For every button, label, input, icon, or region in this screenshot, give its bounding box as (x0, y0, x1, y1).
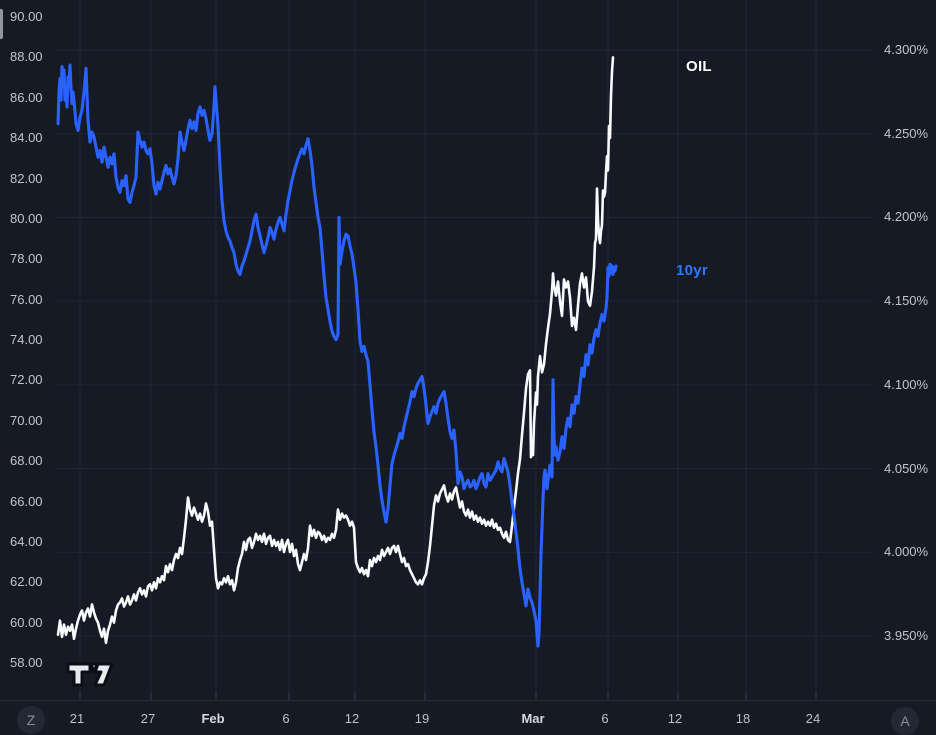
time-axis-ticks (79, 693, 817, 700)
right-axis-label: 4.000% (884, 544, 929, 560)
vertical-gridlines (79, 0, 817, 700)
time-axis-label-18: 18 (735, 711, 751, 726)
right-axis-label: 3.950% (884, 628, 929, 643)
right-axis-label: 4.050% (884, 460, 929, 476)
right-axis-label: 4.150% (884, 293, 929, 309)
series-line-oil[interactable] (56, 56, 615, 645)
tradingview-logo[interactable] (64, 658, 116, 690)
time-axis-label-24: 24 (805, 711, 821, 726)
right-axis-label: 4.200% (884, 209, 929, 225)
left-axis-label: 76.00 (10, 291, 43, 307)
left-axis-label: 86.00 (10, 89, 43, 105)
right-axis-label: 4.250% (884, 125, 929, 141)
left-axis-label: 62.00 (10, 574, 43, 590)
left-axis-label: 72.00 (10, 372, 43, 388)
left-axis-label: 70.00 (10, 412, 43, 428)
right-axis-label: 4.300% (884, 42, 929, 57)
tenyr-series-label: 10yr (676, 262, 709, 279)
time-axis-label-12: 12 (667, 711, 683, 726)
badge-a-button[interactable]: A (891, 707, 919, 735)
left-axis-label: 74.00 (10, 332, 43, 347)
left-axis-label: 58.00 (10, 655, 43, 670)
right-axis-label: 4.100% (884, 376, 929, 392)
left-axis-label: 80.00 (10, 210, 43, 226)
series-lines (56, 56, 618, 648)
time-axis-label-6: 6 (282, 711, 290, 726)
time-axis-label-mar: Mar (521, 711, 545, 726)
time-axis[interactable]: 21 27 Feb 6 12 19 Mar 6 12 18 24 (0, 700, 936, 735)
time-axis-label-feb: Feb (201, 711, 225, 726)
left-axis-label: 60.00 (10, 614, 43, 630)
left-axis-label: 78.00 (10, 251, 43, 267)
time-axis-label-12: 12 (344, 711, 360, 726)
left-axis-label: 88.00 (10, 49, 43, 65)
oil-series-label: OIL (686, 58, 712, 75)
time-axis-label-27: 27 (140, 711, 156, 726)
toolbar-edge-fragment (0, 9, 3, 39)
horizontal-gridlines (56, 49, 872, 637)
time-axis-label-19: 19 (414, 711, 430, 726)
left-axis-label: 90.00 (10, 9, 43, 24)
time-axis-label-21: 21 (69, 711, 85, 726)
series-line-10yr[interactable] (56, 63, 618, 648)
time-axis-label-6: 6 (601, 711, 609, 726)
badge-z-button[interactable]: Z (17, 706, 45, 734)
left-axis-label: 64.00 (10, 533, 43, 549)
left-axis-label: 82.00 (10, 170, 43, 186)
left-axis-label: 68.00 (10, 453, 43, 469)
left-axis-label: 84.00 (10, 130, 43, 146)
left-axis-label: 66.00 (10, 493, 43, 509)
